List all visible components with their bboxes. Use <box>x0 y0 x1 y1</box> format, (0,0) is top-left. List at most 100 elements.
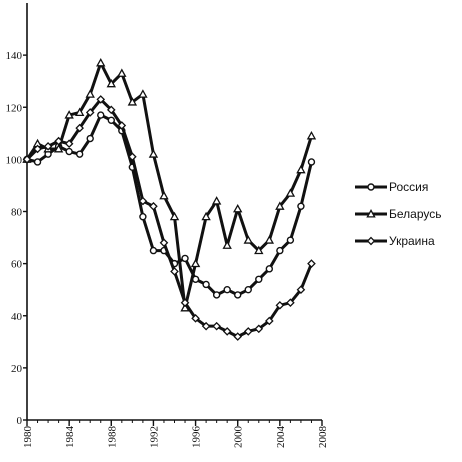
data-point <box>212 321 221 331</box>
legend: Россия Беларусь Украина <box>355 180 441 248</box>
data-point <box>243 235 253 244</box>
data-point <box>128 152 137 162</box>
data-point <box>285 188 296 197</box>
y-tick-label: 120 <box>6 102 23 114</box>
data-point <box>265 265 274 273</box>
data-point <box>96 58 106 67</box>
legend-item: Украина <box>355 234 435 248</box>
data-point <box>275 201 285 210</box>
y-tick-label: 20 <box>11 363 23 375</box>
y-tick-label: 140 <box>6 50 23 62</box>
data-point <box>169 211 180 221</box>
data-point <box>254 324 264 334</box>
series-line <box>25 61 313 310</box>
data-point <box>97 111 105 119</box>
data-point <box>148 149 159 158</box>
data-point <box>212 291 221 299</box>
y-tick-label: 60 <box>11 259 23 271</box>
series-line <box>25 97 313 339</box>
data-point <box>286 236 295 244</box>
y-tick-label: 80 <box>11 207 23 219</box>
data-point <box>138 89 148 98</box>
data-point <box>75 123 84 133</box>
data-point <box>191 314 200 323</box>
data-point <box>22 155 32 164</box>
legend-item: Россия <box>355 180 428 194</box>
data-point <box>181 254 189 263</box>
y-axis-ticks: 0 20 40 60 80 100 120 140 <box>6 50 27 427</box>
y-tick-label: 40 <box>11 311 23 323</box>
series-3 <box>22 95 316 341</box>
data-point <box>190 258 201 268</box>
data-point <box>53 144 64 153</box>
data-point <box>222 327 232 336</box>
data-point <box>117 121 127 130</box>
data-point <box>106 105 116 115</box>
data-point <box>276 246 284 255</box>
x-tick-label: 1980 <box>22 426 34 449</box>
data-point <box>139 213 147 221</box>
y-tick-label: 100 <box>6 154 23 166</box>
data-point <box>149 201 158 211</box>
x-axis-ticks: 1980 1984 1988 1992 1996 2000 2004 2008 <box>22 420 329 448</box>
data-point <box>201 211 211 221</box>
data-point <box>223 285 231 294</box>
data-point <box>54 136 63 146</box>
data-point <box>211 196 222 205</box>
data-point <box>201 321 211 331</box>
legend-label: Беларусь <box>389 207 441 221</box>
legend-label: Украина <box>389 234 435 248</box>
data-point <box>64 139 74 149</box>
data-point <box>65 147 73 156</box>
data-point <box>107 116 115 124</box>
x-tick-label: 2000 <box>233 426 245 449</box>
legend-marker <box>366 209 376 218</box>
data-point <box>75 150 84 158</box>
data-point <box>180 298 190 308</box>
data-point <box>255 275 263 283</box>
data-point <box>234 291 242 299</box>
data-point <box>138 196 148 206</box>
legend-item: Беларусь <box>355 207 441 221</box>
data-point <box>297 202 305 210</box>
series-2 <box>22 58 317 312</box>
data-point <box>286 298 295 308</box>
x-tick-label: 2004 <box>275 426 287 449</box>
data-point <box>33 158 42 166</box>
data-point <box>159 238 169 248</box>
data-point <box>33 144 42 154</box>
data-point <box>74 107 85 116</box>
data-point <box>222 240 232 249</box>
data-point <box>170 267 179 276</box>
data-point <box>254 245 264 255</box>
legend-marker <box>366 236 376 246</box>
y-tick-label: 0 <box>17 415 23 427</box>
data-point <box>117 68 127 77</box>
data-point <box>96 95 106 104</box>
data-point <box>307 259 316 268</box>
legend-label: Россия <box>389 180 428 194</box>
data-point <box>149 246 158 255</box>
data-point <box>243 327 253 336</box>
data-point <box>86 134 94 143</box>
data-point <box>127 97 138 106</box>
data-point <box>275 301 285 310</box>
data-point <box>106 78 116 88</box>
data-point <box>85 89 95 98</box>
data-point <box>265 316 274 326</box>
data-point <box>43 142 53 151</box>
x-tick-label: 2008 <box>317 426 329 449</box>
data-point <box>264 235 275 244</box>
data-point <box>296 285 306 295</box>
x-tick-label: 1984 <box>64 426 76 449</box>
data-point <box>64 110 74 119</box>
data-point <box>202 280 210 289</box>
x-tick-label: 1992 <box>148 426 160 448</box>
x-tick-label: 1996 <box>191 426 203 449</box>
data-point <box>85 108 95 117</box>
series-group <box>22 58 317 341</box>
data-point <box>159 190 169 200</box>
x-tick-label: 1988 <box>106 426 118 449</box>
data-point <box>233 203 243 213</box>
